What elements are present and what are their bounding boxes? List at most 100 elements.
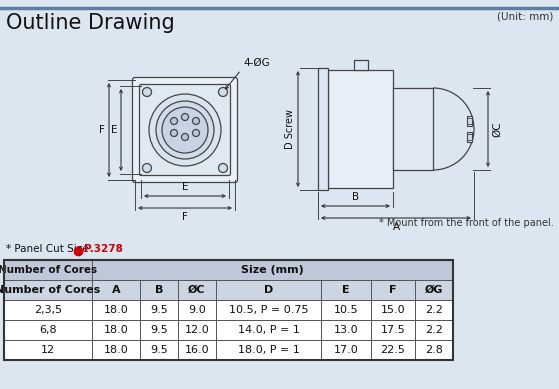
Bar <box>216 340 321 360</box>
Bar <box>4 340 92 360</box>
Bar <box>371 280 415 300</box>
Circle shape <box>156 101 214 159</box>
Text: Number of Cores: Number of Cores <box>0 265 98 275</box>
Text: D: D <box>264 285 273 295</box>
Text: 12.0: 12.0 <box>184 325 210 335</box>
Circle shape <box>219 163 228 172</box>
Bar <box>331 73 390 185</box>
Circle shape <box>162 107 208 153</box>
Bar <box>321 280 371 300</box>
Bar <box>140 280 178 300</box>
Text: 9.0: 9.0 <box>188 305 206 315</box>
Bar <box>178 340 216 360</box>
Text: 10.5: 10.5 <box>334 305 358 315</box>
Circle shape <box>182 114 188 121</box>
Text: E: E <box>182 182 188 192</box>
Bar <box>415 320 453 340</box>
Text: ØC: ØC <box>492 121 502 137</box>
Text: ØG: ØG <box>425 285 443 295</box>
Bar <box>92 260 453 280</box>
Bar <box>92 300 140 320</box>
Text: 18.0: 18.0 <box>103 325 129 335</box>
Bar <box>140 320 178 340</box>
Bar <box>178 320 216 340</box>
Text: 2.2: 2.2 <box>425 325 443 335</box>
Text: A: A <box>392 222 400 232</box>
Bar <box>321 340 371 360</box>
FancyBboxPatch shape <box>132 77 238 182</box>
Bar <box>92 340 140 360</box>
Bar <box>371 320 415 340</box>
Bar <box>321 300 371 320</box>
Text: A: A <box>112 285 120 295</box>
Text: 16.0: 16.0 <box>184 345 209 355</box>
Bar <box>92 320 140 340</box>
Text: 9.5: 9.5 <box>150 345 168 355</box>
Text: 22.5: 22.5 <box>381 345 405 355</box>
Bar <box>216 280 321 300</box>
Circle shape <box>182 133 188 140</box>
Circle shape <box>143 163 151 172</box>
Circle shape <box>219 88 228 96</box>
Bar <box>178 280 216 300</box>
Text: B: B <box>352 192 359 202</box>
Bar <box>4 260 92 280</box>
Text: 17.5: 17.5 <box>381 325 405 335</box>
Text: 9.5: 9.5 <box>150 305 168 315</box>
Bar <box>415 280 453 300</box>
Bar <box>4 280 92 300</box>
Text: 18.0: 18.0 <box>103 345 129 355</box>
Text: F: F <box>182 212 188 222</box>
Text: 4-ØG: 4-ØG <box>243 58 270 68</box>
Text: Size (mm): Size (mm) <box>241 265 304 275</box>
Bar <box>371 340 415 360</box>
Bar <box>353 60 367 70</box>
Bar <box>140 340 178 360</box>
Bar <box>321 320 371 340</box>
Bar <box>415 300 453 320</box>
Text: 6,8: 6,8 <box>39 325 57 335</box>
Circle shape <box>170 130 178 137</box>
Text: F: F <box>389 285 397 295</box>
Text: * Panel Cut Size: * Panel Cut Size <box>6 244 92 254</box>
Text: 14.0, P = 1: 14.0, P = 1 <box>238 325 300 335</box>
Circle shape <box>170 117 178 124</box>
Bar <box>318 68 328 190</box>
Text: 9.5: 9.5 <box>150 325 168 335</box>
Bar <box>467 132 472 142</box>
Bar <box>92 280 140 300</box>
FancyBboxPatch shape <box>140 84 230 175</box>
Text: 2,3,5: 2,3,5 <box>34 305 62 315</box>
Text: P.3278: P.3278 <box>84 244 123 254</box>
Bar <box>415 340 453 360</box>
Text: 2.8: 2.8 <box>425 345 443 355</box>
Bar <box>178 300 216 320</box>
Text: 13.0: 13.0 <box>334 325 358 335</box>
Bar <box>467 116 472 126</box>
Text: * Mount from the front of the panel.: * Mount from the front of the panel. <box>379 218 554 228</box>
Text: B: B <box>155 285 163 295</box>
Text: Outline Drawing: Outline Drawing <box>6 13 175 33</box>
Bar <box>393 88 433 170</box>
Text: Number of Cores: Number of Cores <box>0 285 101 295</box>
Text: (Unit: mm): (Unit: mm) <box>496 11 553 21</box>
Bar <box>371 300 415 320</box>
Circle shape <box>192 130 200 137</box>
Text: E: E <box>342 285 350 295</box>
Text: 17.0: 17.0 <box>334 345 358 355</box>
Text: 12: 12 <box>41 345 55 355</box>
Text: 2.2: 2.2 <box>425 305 443 315</box>
Circle shape <box>149 94 221 166</box>
Bar <box>4 320 92 340</box>
Bar <box>216 320 321 340</box>
Text: F: F <box>99 125 105 135</box>
Bar <box>140 300 178 320</box>
Circle shape <box>192 117 200 124</box>
Text: D Screw: D Screw <box>285 109 295 149</box>
Text: 18.0, P = 1: 18.0, P = 1 <box>238 345 300 355</box>
Circle shape <box>143 88 151 96</box>
Text: 10.5, P = 0.75: 10.5, P = 0.75 <box>229 305 308 315</box>
Text: E: E <box>111 125 118 135</box>
Bar <box>328 70 393 188</box>
Text: ØC: ØC <box>188 285 206 295</box>
